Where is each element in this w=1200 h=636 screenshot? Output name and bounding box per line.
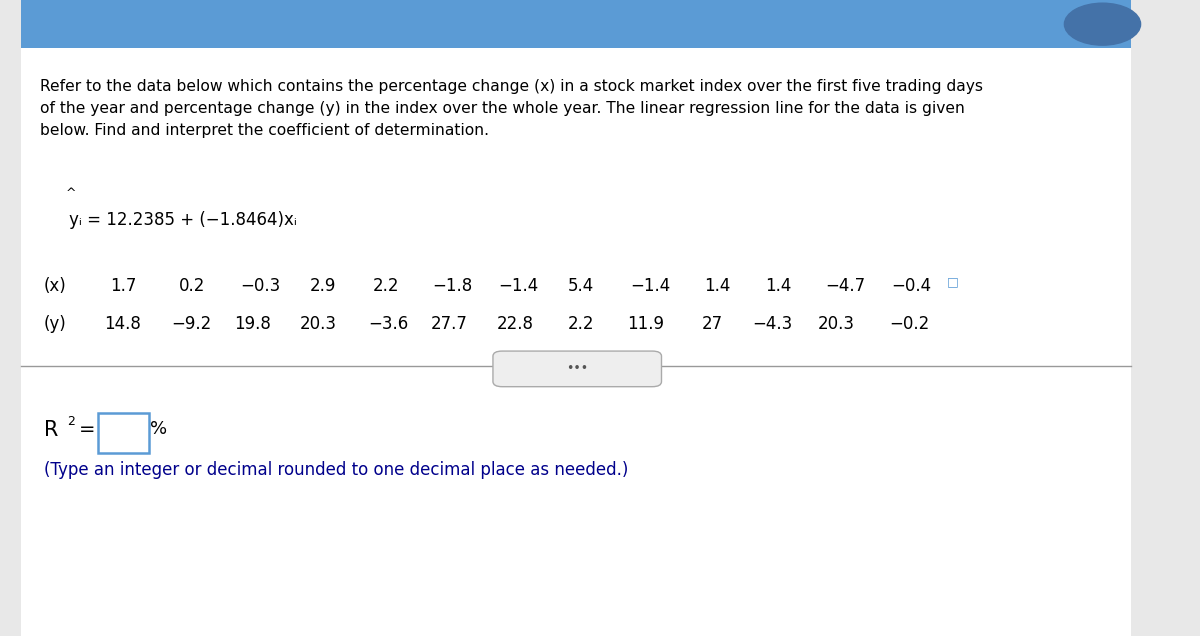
Text: •••: ••• xyxy=(566,363,588,375)
Text: −1.4: −1.4 xyxy=(499,277,539,294)
Text: (y): (y) xyxy=(44,315,67,333)
Text: (Type an integer or decimal rounded to one decimal place as needed.): (Type an integer or decimal rounded to o… xyxy=(44,461,629,479)
Text: 11.9: 11.9 xyxy=(626,315,664,333)
Text: 5.4: 5.4 xyxy=(568,277,594,294)
Text: 0.2: 0.2 xyxy=(179,277,205,294)
Text: 27.7: 27.7 xyxy=(431,315,468,333)
Text: 22.8: 22.8 xyxy=(497,315,534,333)
Text: □: □ xyxy=(947,275,959,287)
Text: 20.3: 20.3 xyxy=(817,315,854,333)
Text: −0.3: −0.3 xyxy=(240,277,281,294)
Text: 1.4: 1.4 xyxy=(766,277,792,294)
Text: 27: 27 xyxy=(702,315,724,333)
Text: −0.2: −0.2 xyxy=(889,315,929,333)
Text: 2: 2 xyxy=(67,415,74,427)
Text: −3.6: −3.6 xyxy=(368,315,408,333)
Text: −1.4: −1.4 xyxy=(630,277,671,294)
Text: (x): (x) xyxy=(44,277,67,294)
Text: 2.2: 2.2 xyxy=(373,277,400,294)
Text: 2.9: 2.9 xyxy=(310,277,336,294)
Circle shape xyxy=(1064,3,1140,45)
Text: R: R xyxy=(44,420,59,439)
Text: yᵢ = 12.2385 + (−1.8464)xᵢ: yᵢ = 12.2385 + (−1.8464)xᵢ xyxy=(70,211,298,229)
Text: 2.2: 2.2 xyxy=(568,315,594,333)
Text: 20.3: 20.3 xyxy=(300,315,337,333)
Text: −4.7: −4.7 xyxy=(826,277,865,294)
FancyBboxPatch shape xyxy=(20,6,1132,636)
Text: ^: ^ xyxy=(66,188,77,200)
FancyBboxPatch shape xyxy=(493,351,661,387)
Text: 1.7: 1.7 xyxy=(109,277,136,294)
Text: Refer to the data below which contains the percentage change (x) in a stock mark: Refer to the data below which contains t… xyxy=(41,80,984,138)
Text: %: % xyxy=(150,420,167,438)
FancyBboxPatch shape xyxy=(20,0,1132,48)
Text: −1.8: −1.8 xyxy=(432,277,472,294)
Text: =: = xyxy=(78,420,95,439)
Text: 19.8: 19.8 xyxy=(234,315,271,333)
FancyBboxPatch shape xyxy=(98,413,149,453)
Text: −4.3: −4.3 xyxy=(752,315,793,333)
Text: 14.8: 14.8 xyxy=(104,315,140,333)
Text: −0.4: −0.4 xyxy=(892,277,931,294)
Text: −9.2: −9.2 xyxy=(170,315,211,333)
Text: 1.4: 1.4 xyxy=(704,277,731,294)
